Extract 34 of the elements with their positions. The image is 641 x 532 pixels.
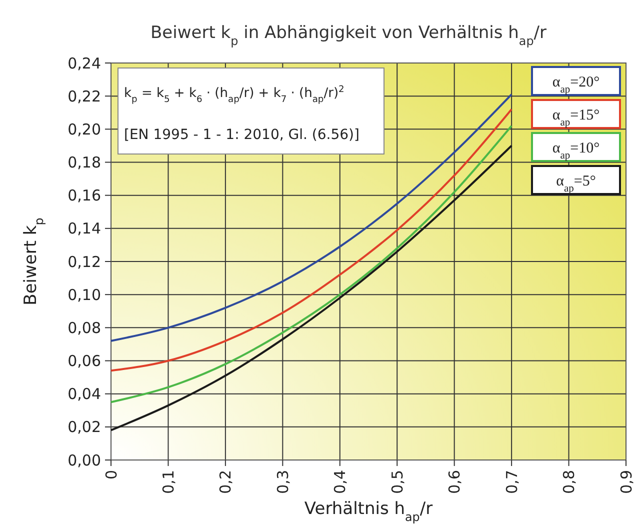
x-tick-label: 0,4 <box>331 470 350 494</box>
text: α$_{ap}$=10° <box>552 140 600 162</box>
y-tick-label: 0,18 <box>68 154 101 172</box>
y-tick-label: 0,14 <box>68 220 101 238</box>
x-tick-label: 0,3 <box>274 470 292 494</box>
x-tick-label: 0,1 <box>159 470 178 494</box>
x-tick-label: 0,8 <box>560 470 578 494</box>
text: α$_{ap}$=15° <box>552 108 600 128</box>
y-tick-label: 0,12 <box>68 252 101 271</box>
x-tick-label: 0 <box>102 470 120 480</box>
chart-title: Beiwert k$_{p}$ in Abhängigkeit von Verhältnis h$_{ap}$/r <box>150 23 546 48</box>
y-tick-label: 0,16 <box>68 186 101 205</box>
annotation: [EN 1995 - 1 - 1: 2010, Gl. (6.56)] <box>124 127 360 143</box>
x-tick-label: 0,7 <box>502 470 521 494</box>
y-tick-label: 0,06 <box>68 352 101 370</box>
y-tick-label: 0,24 <box>68 54 101 72</box>
y-tick-label: 0,04 <box>68 385 101 404</box>
x-axis-title: Verhältnis h$_{ap}$/r <box>304 499 433 524</box>
text: α$_{ap}$=5° <box>556 174 596 194</box>
text: k$_{p}$ = k$_{5}$ + k$_{6}$ · (h$_{ap}$/r) + k$_{7}$ · (h$_{ap}$/r)$^{2}$ <box>124 85 344 105</box>
y-tick-label: 0,20 <box>68 120 101 138</box>
line-series <box>110 124 513 404</box>
x-tick-label: 0,9 <box>617 470 636 494</box>
y-tick-label: 0,00 <box>68 451 101 470</box>
y-tick-label: 0,22 <box>68 87 101 106</box>
y-tick-label: 0,08 <box>68 318 101 337</box>
x-tick-label: 0,6 <box>446 470 464 494</box>
line-series <box>110 108 513 372</box>
y-tick-label: 0,10 <box>68 286 101 304</box>
y-tick-label: 0,02 <box>68 418 101 436</box>
text: α$_{ap}$=20° <box>552 74 600 96</box>
x-tick-label: 0,5 <box>388 470 406 494</box>
line-series <box>110 144 513 432</box>
x-tick-label: 0,2 <box>216 470 235 494</box>
